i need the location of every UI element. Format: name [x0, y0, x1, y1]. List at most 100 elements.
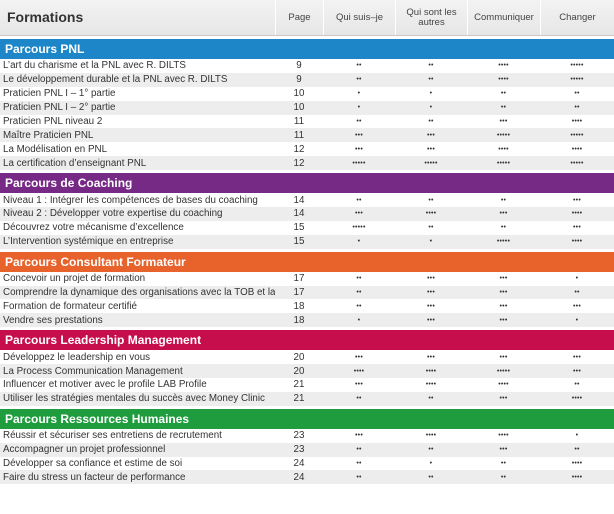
rating-qui-suis-je: ••: [356, 196, 362, 204]
page-number: 11: [293, 116, 305, 127]
table-row: Réussir et sécuriser ses entretiens de r…: [0, 429, 614, 443]
rating-communiquer: ••: [500, 90, 507, 98]
rating-qui-suis-je: •••: [355, 353, 363, 361]
table-row: Développez le leadership en vous 20 ••• •••…: [0, 350, 614, 364]
rating-qui-suis-je: ••••: [353, 367, 365, 375]
rating-changer: •: [575, 432, 579, 440]
rating-qui-suis-je: •: [357, 104, 361, 112]
rating-qui-sont-les-autres: ••: [428, 196, 434, 204]
rating-communiquer: ••: [500, 224, 507, 232]
rating-changer: •: [575, 275, 579, 283]
formation-name: L’Intervention systémique en entreprise: [3, 236, 174, 248]
rating-qui-sont-les-autres: •: [429, 104, 433, 112]
rating-qui-sont-les-autres: ••: [428, 446, 434, 454]
rating-qui-suis-je: •••: [355, 131, 363, 139]
rating-changer: ••: [574, 104, 580, 112]
rating-communiquer: ••••: [498, 62, 509, 70]
table-row: Accompagner un projet professionnel 23 •• •…: [0, 442, 614, 457]
rating-qui-suis-je: ••: [356, 473, 362, 481]
rating-changer: •: [575, 316, 579, 324]
page-number: 21: [293, 379, 305, 391]
table-row: Praticien PNL niveau 2 11 •• •• ••• ••••: [0, 115, 614, 129]
column-header-page: Page: [275, 0, 323, 35]
rating-qui-suis-je: ••: [356, 395, 362, 403]
rating-communiquer: •••: [499, 289, 508, 297]
section-title: Parcours Consultant Formateur: [0, 251, 614, 272]
page-number: 14: [293, 194, 305, 206]
rating-changer: •••: [573, 353, 581, 361]
table-row: Concevoir un projet de formation 17 •• ••• •…: [0, 272, 614, 286]
rating-qui-suis-je: •••: [355, 210, 363, 218]
rating-qui-sont-les-autres: •: [429, 90, 433, 98]
formation-name: Développer sa confiance et estime de soi: [3, 458, 183, 470]
rating-changer: ••••: [571, 210, 583, 218]
rating-qui-sont-les-autres: •••: [427, 316, 435, 324]
rating-changer: ••••: [571, 118, 583, 125]
rating-qui-suis-je: •••: [355, 381, 363, 389]
rating-communiquer: ••••: [498, 381, 509, 389]
table-title: Formations: [7, 9, 84, 26]
rating-qui-sont-les-autres: •••: [427, 145, 435, 153]
formation-name: Praticien PNL I – 2° partie: [3, 102, 116, 114]
formation-name: Accompagner un projet professionnel: [3, 444, 166, 456]
rating-qui-sont-les-autres: ••••: [425, 210, 437, 218]
rating-communiquer: •••: [499, 353, 508, 361]
rating-qui-sont-les-autres: •••: [427, 289, 435, 297]
rating-qui-sont-les-autres: •••: [427, 275, 435, 283]
rating-qui-sont-les-autres: ••: [428, 224, 434, 232]
page-number: 9: [296, 74, 302, 86]
page-number: 23: [293, 430, 305, 442]
formation-name: Niveau 2 : Développer votre expertise du…: [3, 208, 223, 220]
rating-qui-suis-je: ••: [356, 118, 362, 125]
rating-qui-suis-je: •••••: [352, 224, 366, 232]
table-row: Vendre ses prestations 18 • ••• ••• •: [0, 313, 614, 328]
rating-qui-sont-les-autres: •••••: [424, 159, 438, 167]
rating-changer: ••: [574, 289, 580, 297]
formation-name: Utiliser les stratégies mentales du succ…: [3, 393, 265, 405]
formation-name: La Modélisation en PNL: [3, 143, 108, 155]
rating-qui-sont-les-autres: •••: [427, 302, 435, 310]
rating-communiquer: •••: [499, 395, 508, 403]
formation-name: Concevoir un projet de formation: [3, 273, 146, 285]
table-row: L’Intervention systémique en entreprise 1…: [0, 234, 614, 249]
rating-qui-sont-les-autres: •: [429, 238, 433, 246]
column-header-qui-sont-les-autres: Qui sont les autres: [395, 0, 467, 35]
table-row: Développer sa confiance et estime de soi…: [0, 457, 614, 471]
table-row: Maître Praticien PNL 11 ••• ••• ••••• •••••: [0, 128, 614, 143]
table-row: L’art du charisme et la PNL avec R. DILT…: [0, 59, 614, 73]
table-row: Praticien PNL I – 2° partie 10 • • •• ••: [0, 100, 614, 115]
rating-communiquer: ••: [500, 473, 507, 481]
rating-qui-sont-les-autres: •••: [427, 353, 435, 361]
rating-communiquer: ••••: [498, 145, 509, 153]
rating-qui-sont-les-autres: ••: [428, 76, 434, 84]
rating-communiquer: •••••: [496, 131, 511, 139]
rating-qui-sont-les-autres: ••••: [425, 367, 437, 375]
rating-qui-sont-les-autres: ••: [428, 62, 434, 70]
rating-communiquer: ••••: [498, 432, 509, 440]
rating-qui-suis-je: •: [357, 238, 361, 246]
rating-changer: •••: [573, 224, 581, 232]
table-row: La Modélisation en PNL 12 ••• ••• •••• ••••: [0, 142, 614, 156]
rating-communiquer: •••: [499, 275, 508, 283]
formation-name: L’art du charisme et la PNL avec R. DILT…: [3, 60, 186, 72]
rating-qui-suis-je: ••: [356, 76, 362, 84]
page-number: 20: [293, 351, 305, 363]
rating-changer: •••••: [570, 76, 584, 84]
rating-communiquer: •••: [499, 446, 508, 454]
table-row: Comprendre la dynamique des organisation…: [0, 285, 614, 300]
rating-qui-suis-je: ••: [356, 446, 362, 454]
rating-communiquer: •••: [499, 118, 508, 125]
rating-changer: •••••: [570, 131, 584, 139]
section-4: Parcours Ressources Humaines Réussir et s…: [0, 408, 614, 485]
page-number: 17: [293, 273, 305, 285]
column-header-qui-suis-je: Qui suis–je: [323, 0, 395, 35]
page-number: 20: [293, 365, 305, 377]
rating-qui-suis-je: •••••: [352, 159, 366, 167]
page-number: 12: [293, 143, 305, 155]
rating-qui-suis-je: ••: [356, 289, 362, 297]
page-number: 15: [293, 236, 305, 248]
formation-name: La certification d’enseignant PNL: [3, 157, 147, 169]
section-title: Parcours Ressources Humaines: [0, 408, 614, 429]
rating-qui-suis-je: ••: [356, 460, 362, 468]
table-row: Le développement durable et la PNL avec …: [0, 72, 614, 87]
